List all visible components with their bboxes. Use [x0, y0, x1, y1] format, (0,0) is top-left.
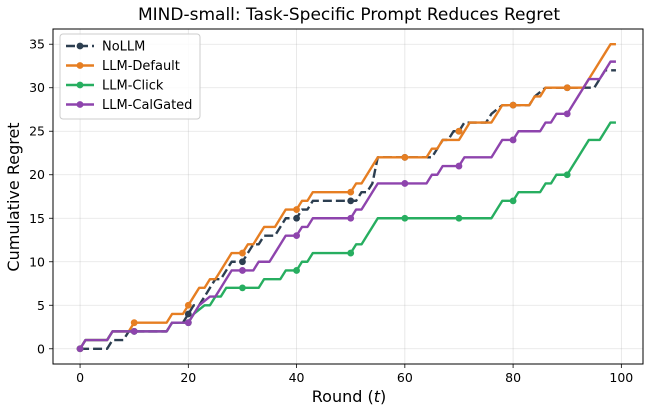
- legend-entry-llm-calgated: LLM-CalGated: [66, 98, 192, 113]
- y-tick-label: 35: [29, 37, 45, 52]
- x-tick-label: 80: [505, 370, 521, 385]
- data-point-nollm: [293, 214, 300, 222]
- x-axis-label-main: Round (: [312, 387, 374, 406]
- x-axis-label-variable: t: [374, 387, 381, 406]
- data-point-llm-default: [455, 127, 463, 135]
- data-point-nollm: [347, 197, 355, 205]
- y-tick-label: 15: [29, 211, 45, 226]
- data-point-nollm: [239, 258, 246, 266]
- x-axis-label: Round (t): [312, 387, 386, 406]
- data-point-llm-default: [509, 101, 517, 109]
- legend-swatch-marker: [76, 81, 84, 89]
- data-point-llm-click: [509, 197, 517, 205]
- axis-ticks: 0 20 40 60 80 100 0 5 10 15 20 25 30 35: [29, 37, 633, 385]
- data-point-llm-calgated: [130, 327, 138, 335]
- data-point-llm-click: [563, 171, 571, 179]
- data-point-llm-default: [184, 301, 192, 309]
- data-point-llm-calgated: [563, 110, 571, 118]
- y-tick-label: 10: [29, 254, 45, 269]
- data-point-llm-calgated: [184, 319, 192, 327]
- legend: NoLLM LLM-Default LLM-Click LLM-CalGated: [59, 33, 201, 120]
- data-point-llm-default: [293, 206, 300, 213]
- x-tick-label: 0: [76, 370, 84, 385]
- x-axis-label-close: ): [380, 387, 386, 406]
- data-point-llm-calgated: [455, 162, 463, 170]
- data-point-nollm: [184, 310, 192, 318]
- plot-frame: [52, 28, 644, 365]
- series-line-llm-calgated: [79, 60, 616, 350]
- y-tick-label: 30: [29, 80, 45, 95]
- data-point-llm-click: [401, 214, 409, 222]
- y-axis-label: Cumulative Regret: [4, 122, 23, 271]
- series-line-nollm: [80, 69, 616, 350]
- data-point-llm-default: [401, 153, 409, 161]
- chart-title: MIND-small: Task-Specific Prompt Reduces…: [138, 5, 560, 25]
- y-tick-label: 20: [29, 167, 45, 182]
- legend-swatch-marker: [76, 42, 84, 50]
- legend-swatch-marker: [76, 62, 84, 69]
- data-point-llm-default: [130, 319, 138, 327]
- plot-series: [76, 43, 616, 353]
- data-point-llm-click: [455, 214, 463, 222]
- legend-label: LLM-CalGated: [102, 98, 192, 113]
- y-tick-label: 25: [29, 124, 45, 139]
- legend-label: NoLLM: [102, 40, 145, 55]
- y-tick-label: 0: [37, 341, 45, 356]
- legend-label: LLM-Click: [102, 79, 164, 94]
- data-point-llm-calgated: [76, 345, 84, 353]
- data-point-llm-calgated: [293, 232, 300, 240]
- series-line-llm-default: [79, 43, 616, 350]
- x-tick-label: 100: [609, 370, 633, 385]
- x-tick-label: 20: [180, 370, 196, 385]
- legend-entry-llm-click: LLM-Click: [66, 79, 164, 94]
- data-point-llm-calgated: [401, 180, 409, 187]
- x-tick-label: 40: [289, 370, 305, 385]
- data-point-llm-click: [347, 249, 355, 257]
- x-tick-label: 60: [397, 370, 413, 385]
- y-tick-label: 5: [37, 298, 45, 313]
- data-point-llm-default: [347, 188, 355, 196]
- data-point-llm-calgated: [239, 267, 246, 274]
- series-llm-calgated: [76, 60, 616, 353]
- data-point-llm-calgated: [347, 214, 355, 222]
- data-point-llm-default: [239, 249, 246, 257]
- legend-entry-nollm: NoLLM: [66, 40, 145, 55]
- data-point-llm-click: [293, 267, 300, 274]
- data-point-llm-calgated: [509, 136, 517, 144]
- legend-swatch-marker: [76, 101, 84, 108]
- data-point-llm-default: [563, 84, 571, 92]
- series-llm-default: [76, 43, 616, 353]
- legend-label: LLM-Default: [102, 59, 180, 74]
- legend-entry-llm-default: LLM-Default: [66, 59, 180, 74]
- legend-box: [59, 33, 201, 120]
- data-point-llm-click: [239, 284, 246, 292]
